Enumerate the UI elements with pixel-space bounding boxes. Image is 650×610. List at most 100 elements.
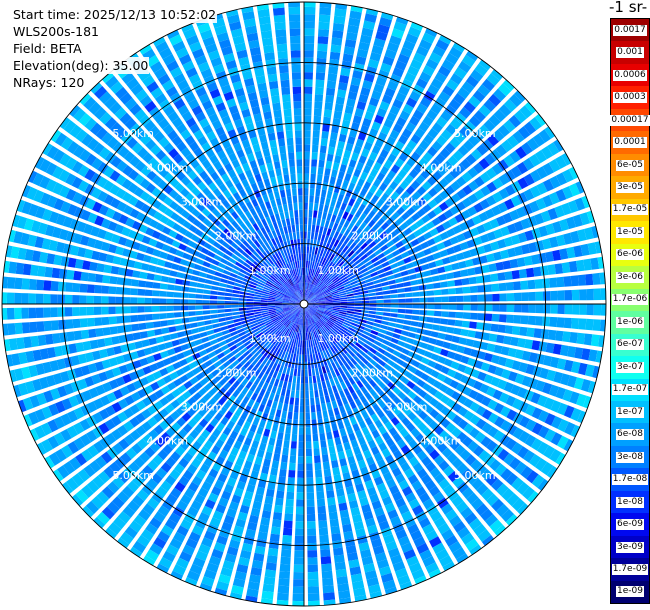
range-gate bbox=[110, 156, 122, 168]
range-gate bbox=[239, 132, 248, 142]
range-gate bbox=[360, 313, 369, 317]
range-gate bbox=[4, 339, 11, 352]
range-gate bbox=[275, 308, 283, 312]
range-gate bbox=[438, 478, 450, 490]
range-gate bbox=[280, 266, 286, 274]
range-gate bbox=[275, 363, 281, 372]
range-gate bbox=[152, 454, 164, 466]
range-gate bbox=[173, 531, 186, 543]
range-gate bbox=[324, 243, 330, 251]
range-gate bbox=[298, 448, 304, 457]
range-gate bbox=[349, 462, 358, 472]
range-gate bbox=[514, 349, 524, 360]
range-gate bbox=[116, 201, 127, 212]
range-gate bbox=[427, 297, 435, 303]
range-gate bbox=[302, 296, 304, 304]
range-gate bbox=[333, 15, 346, 25]
range-gate bbox=[450, 361, 460, 370]
range-gate bbox=[131, 323, 140, 332]
range-gate bbox=[389, 35, 402, 46]
range-gate bbox=[537, 441, 549, 455]
range-gate bbox=[419, 304, 428, 309]
range-gate bbox=[324, 395, 331, 403]
range-gate bbox=[574, 347, 584, 359]
range-gate bbox=[337, 272, 345, 278]
range-gate bbox=[268, 335, 275, 342]
range-gate bbox=[305, 290, 309, 298]
range-gate bbox=[129, 208, 140, 219]
range-gate bbox=[122, 353, 132, 363]
range-gate bbox=[325, 357, 331, 365]
range-gate bbox=[279, 563, 291, 572]
range-gate bbox=[380, 244, 389, 252]
range-gate bbox=[192, 413, 203, 423]
range-gate bbox=[511, 442, 523, 455]
range-gate bbox=[567, 375, 577, 388]
range-gate bbox=[353, 200, 361, 210]
range-gate bbox=[521, 244, 531, 255]
range-gate bbox=[422, 523, 435, 535]
range-gate bbox=[198, 387, 207, 397]
range-gate bbox=[439, 325, 448, 333]
range-gate bbox=[313, 239, 317, 248]
range-gate bbox=[240, 213, 248, 222]
range-gate bbox=[158, 233, 168, 243]
range-gate bbox=[307, 275, 310, 283]
range-gate bbox=[242, 396, 250, 405]
range-gate bbox=[451, 262, 460, 271]
range-gate bbox=[229, 592, 243, 600]
range-gate bbox=[465, 50, 479, 62]
range-gate bbox=[187, 396, 197, 406]
range-gate bbox=[108, 306, 116, 315]
range-gate bbox=[71, 494, 84, 507]
range-gate bbox=[101, 218, 111, 229]
range-gate bbox=[36, 279, 45, 291]
range-gate bbox=[328, 66, 339, 75]
range-gate bbox=[276, 36, 287, 45]
range-gate bbox=[191, 249, 200, 257]
range-gate bbox=[373, 83, 385, 94]
range-gate bbox=[94, 215, 105, 227]
range-gate bbox=[317, 329, 323, 337]
range-gate bbox=[306, 282, 309, 290]
range-gate bbox=[374, 138, 385, 148]
range-gate bbox=[129, 250, 138, 259]
range-gate bbox=[249, 266, 257, 273]
range-gate bbox=[292, 426, 298, 435]
range-gate bbox=[269, 293, 277, 297]
range-gate bbox=[72, 282, 81, 293]
range-gate bbox=[528, 352, 538, 363]
range-gate bbox=[57, 294, 65, 304]
range-gate bbox=[96, 491, 110, 504]
range-gate bbox=[39, 376, 49, 390]
range-gate bbox=[271, 238, 277, 246]
range-gate bbox=[65, 319, 74, 329]
range-gate bbox=[242, 322, 250, 328]
range-gate bbox=[443, 376, 453, 386]
range-gate bbox=[337, 286, 345, 291]
range-gate bbox=[301, 289, 303, 297]
range-gate bbox=[290, 306, 298, 309]
range-gate bbox=[236, 125, 246, 135]
range-gate bbox=[353, 587, 366, 597]
range-gate bbox=[24, 218, 34, 231]
range-gate bbox=[352, 514, 363, 524]
range-gate bbox=[440, 281, 448, 288]
range-gate bbox=[212, 323, 220, 329]
range-gate bbox=[363, 327, 372, 333]
range-gate bbox=[345, 315, 353, 319]
range-gate bbox=[306, 448, 312, 457]
range-gate bbox=[463, 295, 471, 302]
range-gate bbox=[389, 354, 399, 362]
range-gate bbox=[442, 484, 455, 496]
range-gate bbox=[235, 216, 244, 226]
range-gate bbox=[346, 313, 354, 317]
range-gate bbox=[584, 227, 594, 240]
range-gate bbox=[392, 267, 401, 274]
range-gate bbox=[521, 304, 529, 313]
range-gate bbox=[182, 349, 192, 358]
range-gate bbox=[23, 336, 32, 349]
range-gate bbox=[242, 240, 250, 248]
range-gate bbox=[281, 350, 286, 359]
range-gate bbox=[451, 335, 460, 344]
